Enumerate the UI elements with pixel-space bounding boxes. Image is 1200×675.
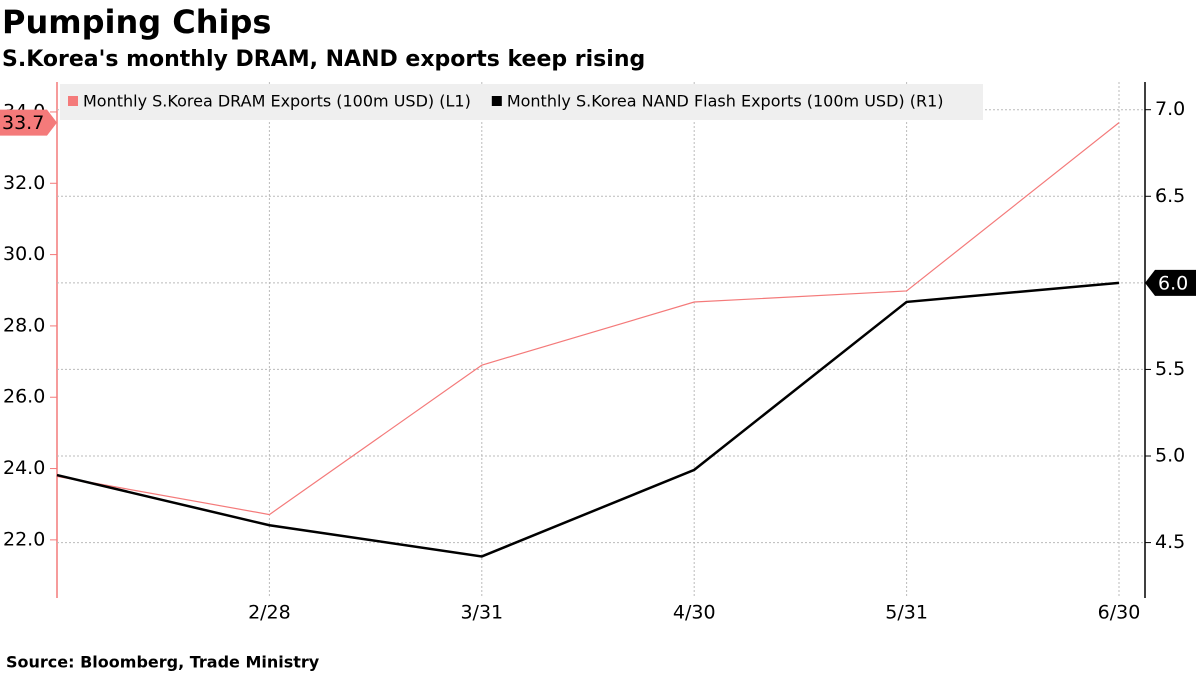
y-tick-label: 22.0 bbox=[3, 528, 45, 550]
y2-tick-label: 6.5 bbox=[1155, 185, 1185, 207]
chart-subtitle: S.Korea's monthly DRAM, NAND exports kee… bbox=[2, 47, 645, 72]
series-line bbox=[56, 122, 1120, 516]
y2-tick-label: 5.5 bbox=[1155, 358, 1185, 380]
legend-swatch bbox=[68, 96, 78, 106]
y-tick-label: 30.0 bbox=[3, 243, 45, 265]
series-line bbox=[56, 281, 1120, 558]
source: Source: Bloomberg, Trade Ministry bbox=[6, 653, 320, 672]
value-label: 33.7 bbox=[2, 112, 44, 134]
legend-box bbox=[60, 84, 983, 120]
y-tick-label: 32.0 bbox=[3, 172, 45, 194]
y2-tick-label: 5.0 bbox=[1155, 445, 1185, 467]
value-label: 6.0 bbox=[1158, 272, 1188, 294]
y-tick-label: 26.0 bbox=[3, 386, 45, 408]
y2-tick-label: 7.0 bbox=[1155, 98, 1185, 120]
y2-tick-label: 4.5 bbox=[1155, 531, 1185, 553]
chart-title: Pumping Chips bbox=[2, 3, 271, 41]
value-tag bbox=[0, 109, 57, 136]
x-tick-label: 4/30 bbox=[673, 602, 716, 624]
x-tick-label: 5/31 bbox=[885, 602, 928, 624]
value-tag bbox=[1145, 269, 1196, 296]
x-tick-label: 3/31 bbox=[460, 602, 503, 624]
x-tick-label: 6/30 bbox=[1098, 602, 1141, 624]
legend-label: Monthly S.Korea NAND Flash Exports (100m… bbox=[507, 92, 944, 111]
y-tick-label: 28.0 bbox=[3, 314, 45, 336]
legend-swatch bbox=[491, 96, 502, 106]
legend-label: Monthly S.Korea DRAM Exports (100m USD) … bbox=[83, 92, 471, 111]
x-tick-label: 2/28 bbox=[248, 602, 291, 624]
y-tick-label: 24.0 bbox=[3, 457, 45, 479]
